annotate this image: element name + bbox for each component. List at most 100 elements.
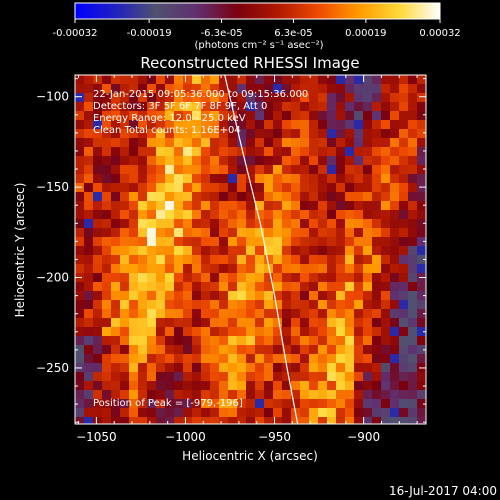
heatmap-cell	[210, 201, 220, 211]
heatmap-cell	[237, 246, 247, 256]
heatmap-cell	[138, 372, 148, 382]
heatmap-cell	[174, 336, 184, 346]
heatmap-cell	[318, 264, 328, 274]
y-tick-label: −100	[36, 90, 69, 104]
axis-ticks: −1050 −1000 −950 −900−100−150−200−250	[36, 75, 426, 444]
heatmap-cell	[219, 120, 229, 130]
heatmap-cell	[192, 255, 202, 265]
heatmap-cell	[174, 363, 184, 373]
heatmap-cell	[138, 345, 148, 355]
heatmap-cell	[390, 372, 400, 382]
heatmap-cell	[93, 102, 103, 112]
heatmap-cell	[102, 75, 112, 85]
heatmap-cell	[390, 327, 400, 337]
heatmap-cell	[201, 309, 211, 319]
heatmap-cell	[237, 345, 247, 355]
heatmap-cell	[417, 246, 426, 256]
heatmap-cell	[174, 219, 184, 229]
heatmap-cell	[129, 264, 139, 274]
heatmap-cell	[237, 228, 247, 238]
heatmap-cell	[408, 255, 418, 265]
heatmap-cell	[111, 147, 121, 157]
heatmap-cell	[408, 345, 418, 355]
heatmap-cell	[156, 408, 166, 418]
heatmap-cell	[192, 345, 202, 355]
heatmap-cell	[309, 363, 319, 373]
heatmap-cell	[93, 390, 103, 400]
heatmap-cell	[156, 219, 166, 229]
heatmap-cell	[300, 156, 310, 166]
heatmap-cell	[372, 363, 382, 373]
heatmap-cell	[246, 246, 256, 256]
heatmap-cell	[255, 399, 265, 409]
heatmap-cell	[372, 111, 382, 121]
heatmap-cell	[84, 165, 94, 175]
heatmap-cell	[399, 399, 409, 409]
heatmap-cell	[183, 156, 193, 166]
heatmap-cell	[372, 354, 382, 364]
heatmap-cell	[255, 318, 265, 328]
heatmap-cell	[273, 372, 283, 382]
heatmap-cell	[210, 300, 220, 310]
heatmap-cell	[381, 399, 391, 409]
heatmap-cell	[156, 327, 166, 337]
heatmap-cell	[264, 237, 274, 247]
heatmap-cell	[363, 102, 373, 112]
heatmap-cell	[372, 201, 382, 211]
heatmap-cell	[165, 291, 175, 301]
colorbar-units: (photons cm⁻² s⁻¹ asec⁻²)	[194, 40, 323, 51]
heatmap-cell	[354, 201, 364, 211]
heatmap-cell	[381, 246, 391, 256]
heatmap-cell	[84, 399, 94, 409]
heatmap-cell	[291, 345, 301, 355]
heatmap-cell	[183, 228, 193, 238]
heatmap-cell	[183, 282, 193, 292]
heatmap-cell	[381, 327, 391, 337]
heatmap-cell	[264, 138, 274, 148]
heatmap-cell	[309, 192, 319, 202]
heatmap-cell	[399, 408, 409, 418]
heatmap-cell	[336, 390, 346, 400]
heatmap-cell	[138, 111, 148, 121]
heatmap-cell	[372, 408, 382, 418]
heatmap-cell	[84, 363, 94, 373]
heatmap-cell	[399, 291, 409, 301]
heatmap-cell	[309, 84, 319, 94]
heatmap-cell	[273, 345, 283, 355]
heatmap-cell	[192, 93, 202, 103]
heatmap-cell	[273, 282, 283, 292]
heatmap-cell	[165, 399, 175, 409]
heatmap-cell	[300, 75, 310, 85]
heatmap-cell	[102, 273, 112, 283]
heatmap-cell	[129, 165, 139, 175]
heatmap-cell	[75, 354, 85, 364]
heatmap-cell	[210, 192, 220, 202]
heatmap-cell	[129, 372, 139, 382]
heatmap-cell	[345, 237, 355, 247]
heatmap-cell	[381, 309, 391, 319]
heatmap-cell	[282, 102, 292, 112]
heatmap-cell	[354, 183, 364, 193]
heatmap-cell	[390, 264, 400, 274]
heatmap-cell	[318, 120, 328, 130]
heatmap-cell	[138, 363, 148, 373]
heatmap-cell	[408, 309, 418, 319]
heatmap-cell	[264, 111, 274, 121]
heatmap-cell	[381, 390, 391, 400]
heatmap-cell	[246, 399, 256, 409]
heatmap-cell	[354, 84, 364, 94]
heatmap-cell	[246, 363, 256, 373]
heatmap-cell	[156, 237, 166, 247]
heatmap-cell	[327, 309, 337, 319]
heatmap-cell	[138, 381, 148, 391]
heatmap-cell	[147, 381, 157, 391]
heatmap-cell	[264, 336, 274, 346]
heatmap-cell	[84, 102, 94, 112]
heatmap-cell	[327, 147, 337, 157]
heatmap-cell	[192, 309, 202, 319]
heatmap-cell	[93, 300, 103, 310]
heatmap-cell	[255, 327, 265, 337]
heatmap-cell	[192, 318, 202, 328]
heatmap-cell	[183, 408, 193, 418]
heatmap-cell	[120, 192, 130, 202]
